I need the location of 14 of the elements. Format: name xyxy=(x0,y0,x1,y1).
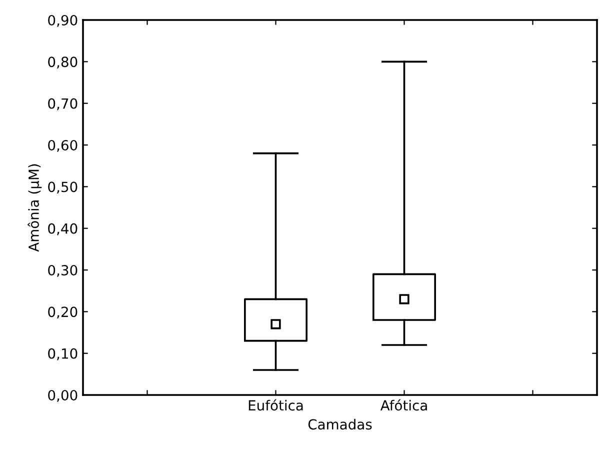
x-tick-label: Afótica xyxy=(380,399,427,411)
y-tick-label: 0,00 xyxy=(48,390,78,402)
x-tick-label: Eufótica xyxy=(248,399,303,411)
y-tick-label: 0,30 xyxy=(48,264,78,277)
x-axis-title: Camadas xyxy=(308,418,372,430)
y-tick-label: 0,50 xyxy=(48,182,78,194)
y-tick-label: 0,40 xyxy=(48,223,78,236)
y-tick-label: 0,60 xyxy=(48,140,78,152)
y-tick-label: 0,20 xyxy=(48,306,78,319)
y-axis-title: Amônia (µM) xyxy=(28,164,42,252)
y-tick-label: 0,70 xyxy=(48,98,78,110)
y-tick-label: 0,10 xyxy=(48,348,78,360)
y-tick-label: 0,90 xyxy=(48,14,78,27)
y-tick-label: 0,80 xyxy=(48,56,78,69)
